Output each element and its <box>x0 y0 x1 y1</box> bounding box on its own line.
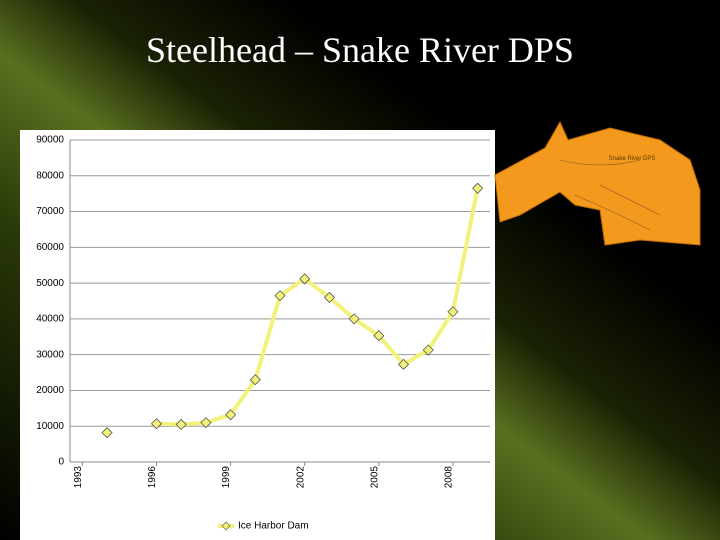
y-tick-label: 50000 <box>36 278 64 289</box>
y-tick-label: 20000 <box>36 385 64 396</box>
marker <box>150 418 163 430</box>
y-tick-label: 60000 <box>36 242 64 253</box>
marker <box>397 358 410 370</box>
y-tick-label: 90000 <box>36 135 64 146</box>
marker <box>101 427 113 439</box>
marker <box>200 417 212 429</box>
y-tick-label: 70000 <box>36 206 64 217</box>
x-tick-label: 2002 <box>295 466 306 489</box>
y-tick-label: 30000 <box>36 349 64 360</box>
marker <box>472 182 484 194</box>
marker <box>348 313 360 325</box>
chart-area <box>20 130 495 540</box>
marker <box>299 273 311 285</box>
map-shape <box>494 120 701 246</box>
marker <box>274 290 286 302</box>
y-tick-label: 10000 <box>36 421 64 432</box>
legend-label: Ice Harbor Dam <box>238 521 309 532</box>
x-tick-label: 1999 <box>221 466 232 489</box>
marker <box>249 374 261 386</box>
x-tick-label: 1993 <box>73 466 84 489</box>
x-tick-label: 1996 <box>147 466 158 489</box>
marker <box>447 306 459 318</box>
marker <box>373 330 385 342</box>
y-tick-label: 80000 <box>36 170 64 181</box>
map-rivers <box>559 159 661 231</box>
y-tick-label: 40000 <box>36 314 64 325</box>
marker <box>323 291 335 303</box>
y-tick-label: 0 <box>58 457 64 468</box>
slide-title: Steelhead – Snake River DPS <box>146 30 574 70</box>
marker <box>225 409 237 421</box>
marker <box>175 418 187 430</box>
x-tick-label: 2005 <box>369 466 380 489</box>
map-label: Snake River DPS <box>609 156 656 162</box>
marker <box>422 344 434 356</box>
x-tick-label: 2008 <box>444 466 455 489</box>
map: Snake River DPS <box>494 120 701 246</box>
legend-marker <box>221 521 231 531</box>
